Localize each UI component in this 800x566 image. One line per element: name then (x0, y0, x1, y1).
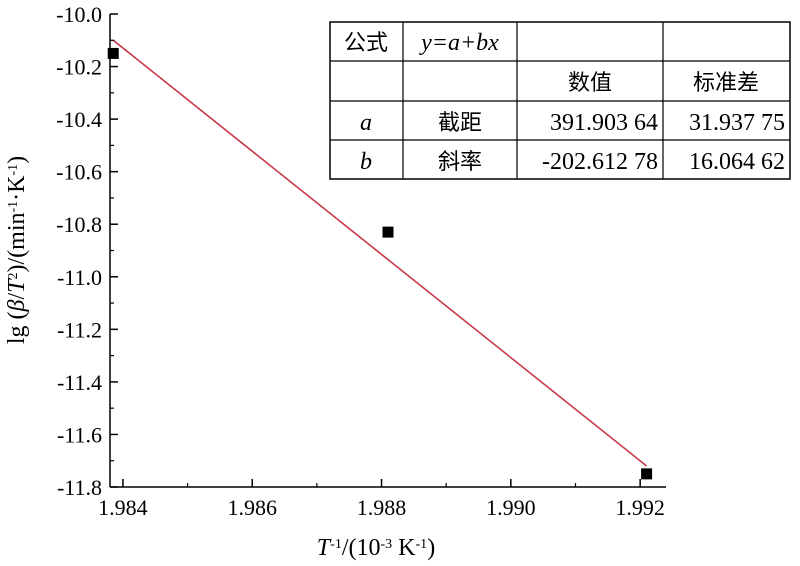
table-cell: y=a+bx (419, 30, 499, 56)
table-cell: 斜率 (438, 150, 482, 175)
data-point (107, 47, 119, 59)
table-cell: 31.937 75 (689, 110, 785, 136)
fit-line (112, 39, 648, 467)
y-tick-label: -10.2 (56, 55, 102, 80)
y-tick-label: -11.6 (57, 422, 102, 447)
table-cell: 16.064 62 (689, 149, 785, 175)
data-point (641, 468, 653, 480)
x-tick-label: 1.986 (227, 495, 277, 520)
y-tick-label: -10.0 (56, 2, 102, 27)
x-tick-label: 1.984 (98, 495, 148, 520)
y-tick-label: -11.4 (57, 370, 102, 395)
x-axis-label: T-1/(10-3 K-1) (317, 535, 435, 561)
y-axis-label: lg (β/T2)/(min-1·K-1) (4, 156, 30, 344)
table-cell: a (360, 110, 372, 136)
fit-parameter-table: 公式 y=a+bx 数值 标准差 a 截距 391.903 64 31.937 … (329, 21, 791, 180)
y-tick-label: -10.6 (56, 160, 102, 185)
table-cell: 数值 (568, 71, 612, 96)
table-cell: 截距 (438, 111, 482, 136)
x-tick-label: 1.990 (486, 495, 536, 520)
y-tick-label: -10.8 (56, 212, 102, 237)
table-cell: 公式 (344, 31, 388, 56)
axes: -10.0 -10.2 -10.4 -10.6 -10.8 -11.0 -11.2 -11.4… (56, 2, 666, 520)
plot-area (107, 39, 653, 480)
table-cell: -202.612 78 (542, 149, 658, 175)
table-cell: 391.903 64 (550, 110, 658, 136)
y-tick-label: -11.8 (57, 475, 102, 500)
y-tick-label: -11.0 (57, 265, 102, 290)
data-point (382, 226, 394, 238)
y-tick-label: -10.4 (56, 107, 102, 132)
y-tick-label: -11.2 (57, 317, 102, 342)
table-cell: 标准差 (693, 71, 759, 96)
table-cell: b (360, 149, 372, 175)
x-tick-label: 1.992 (615, 495, 665, 520)
x-tick-label: 1.988 (357, 495, 407, 520)
